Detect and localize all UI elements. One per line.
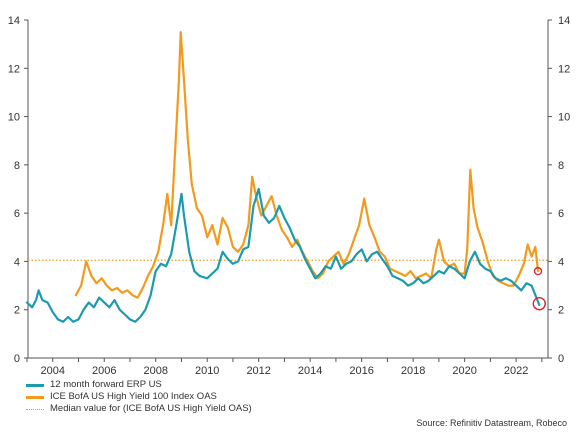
chart-legend: 12 month forward ERP US ICE BofA US High…: [26, 379, 252, 415]
y-tick-label-left: 14: [8, 15, 20, 27]
legend-item-median: Median value for (ICE BofA US High Yield…: [26, 403, 252, 415]
series-line-erp: [25, 187, 541, 323]
legend-item-oas: ICE BofA US High Yield 100 Index OAS: [26, 391, 252, 403]
y-tick-label-right: 2: [558, 305, 564, 317]
y-tick-label-left: 0: [14, 353, 20, 365]
legend-label: ICE BofA US High Yield 100 Index OAS: [50, 391, 217, 402]
y-tick-label-right: 8: [558, 160, 564, 172]
y-tick-label-left: 8: [14, 160, 20, 172]
legend-label: 12 month forward ERP US: [50, 379, 162, 390]
x-tick-label: 2004: [41, 365, 65, 375]
legend-swatch-dotted-line: [26, 408, 44, 410]
legend-swatch-teal-line: [26, 383, 44, 387]
y-tick-label-left: 4: [14, 256, 20, 268]
y-tick-label-right: 6: [558, 208, 564, 220]
x-tick-label: 2010: [195, 365, 219, 375]
y-tick-label-right: 12: [558, 63, 570, 75]
y-tick-label-left: 6: [14, 208, 20, 220]
x-tick-label: 2018: [401, 365, 425, 375]
x-tick-label: 2020: [452, 365, 476, 375]
chart-series: [25, 31, 541, 323]
y-tick-label-left: 10: [8, 112, 20, 124]
y-tick-label-left: 2: [14, 305, 20, 317]
x-tick-label: 2012: [246, 365, 270, 375]
source-note: Source: Refinitiv Datastream, Robeco: [416, 418, 567, 428]
y-tick-label-right: 10: [558, 112, 570, 124]
x-tick-label: 2006: [92, 365, 116, 375]
x-tick-label: 2014: [298, 365, 322, 375]
legend-item-erp: 12 month forward ERP US: [26, 379, 252, 391]
series-line-oas: [74, 31, 540, 299]
highlight-circle-1: [532, 296, 546, 311]
legend-label: Median value for (ICE BofA US High Yield…: [50, 403, 252, 414]
y-tick-label-right: 14: [558, 15, 570, 27]
chart-axes: 0 0 2 2 4 4 6 6 8 8 10 10 12 12 14 14 2004 2006 2008 2010 20…: [8, 15, 571, 375]
line-chart: 0 0 2 2 4 4 6 6 8 8 10 10 12 12 14 14 2004 2006 2008 2010 20…: [8, 15, 571, 375]
highlight-circle-2: [533, 266, 543, 276]
x-tick-label: 2016: [349, 365, 373, 375]
x-tick-label: 2022: [504, 365, 528, 375]
x-tick-label: 2008: [143, 365, 167, 375]
legend-swatch-orange-line: [26, 395, 44, 399]
y-tick-label-right: 0: [558, 353, 564, 365]
y-tick-label-right: 4: [558, 256, 564, 268]
y-tick-label-left: 12: [8, 63, 20, 75]
chart-annotations: [532, 266, 546, 311]
